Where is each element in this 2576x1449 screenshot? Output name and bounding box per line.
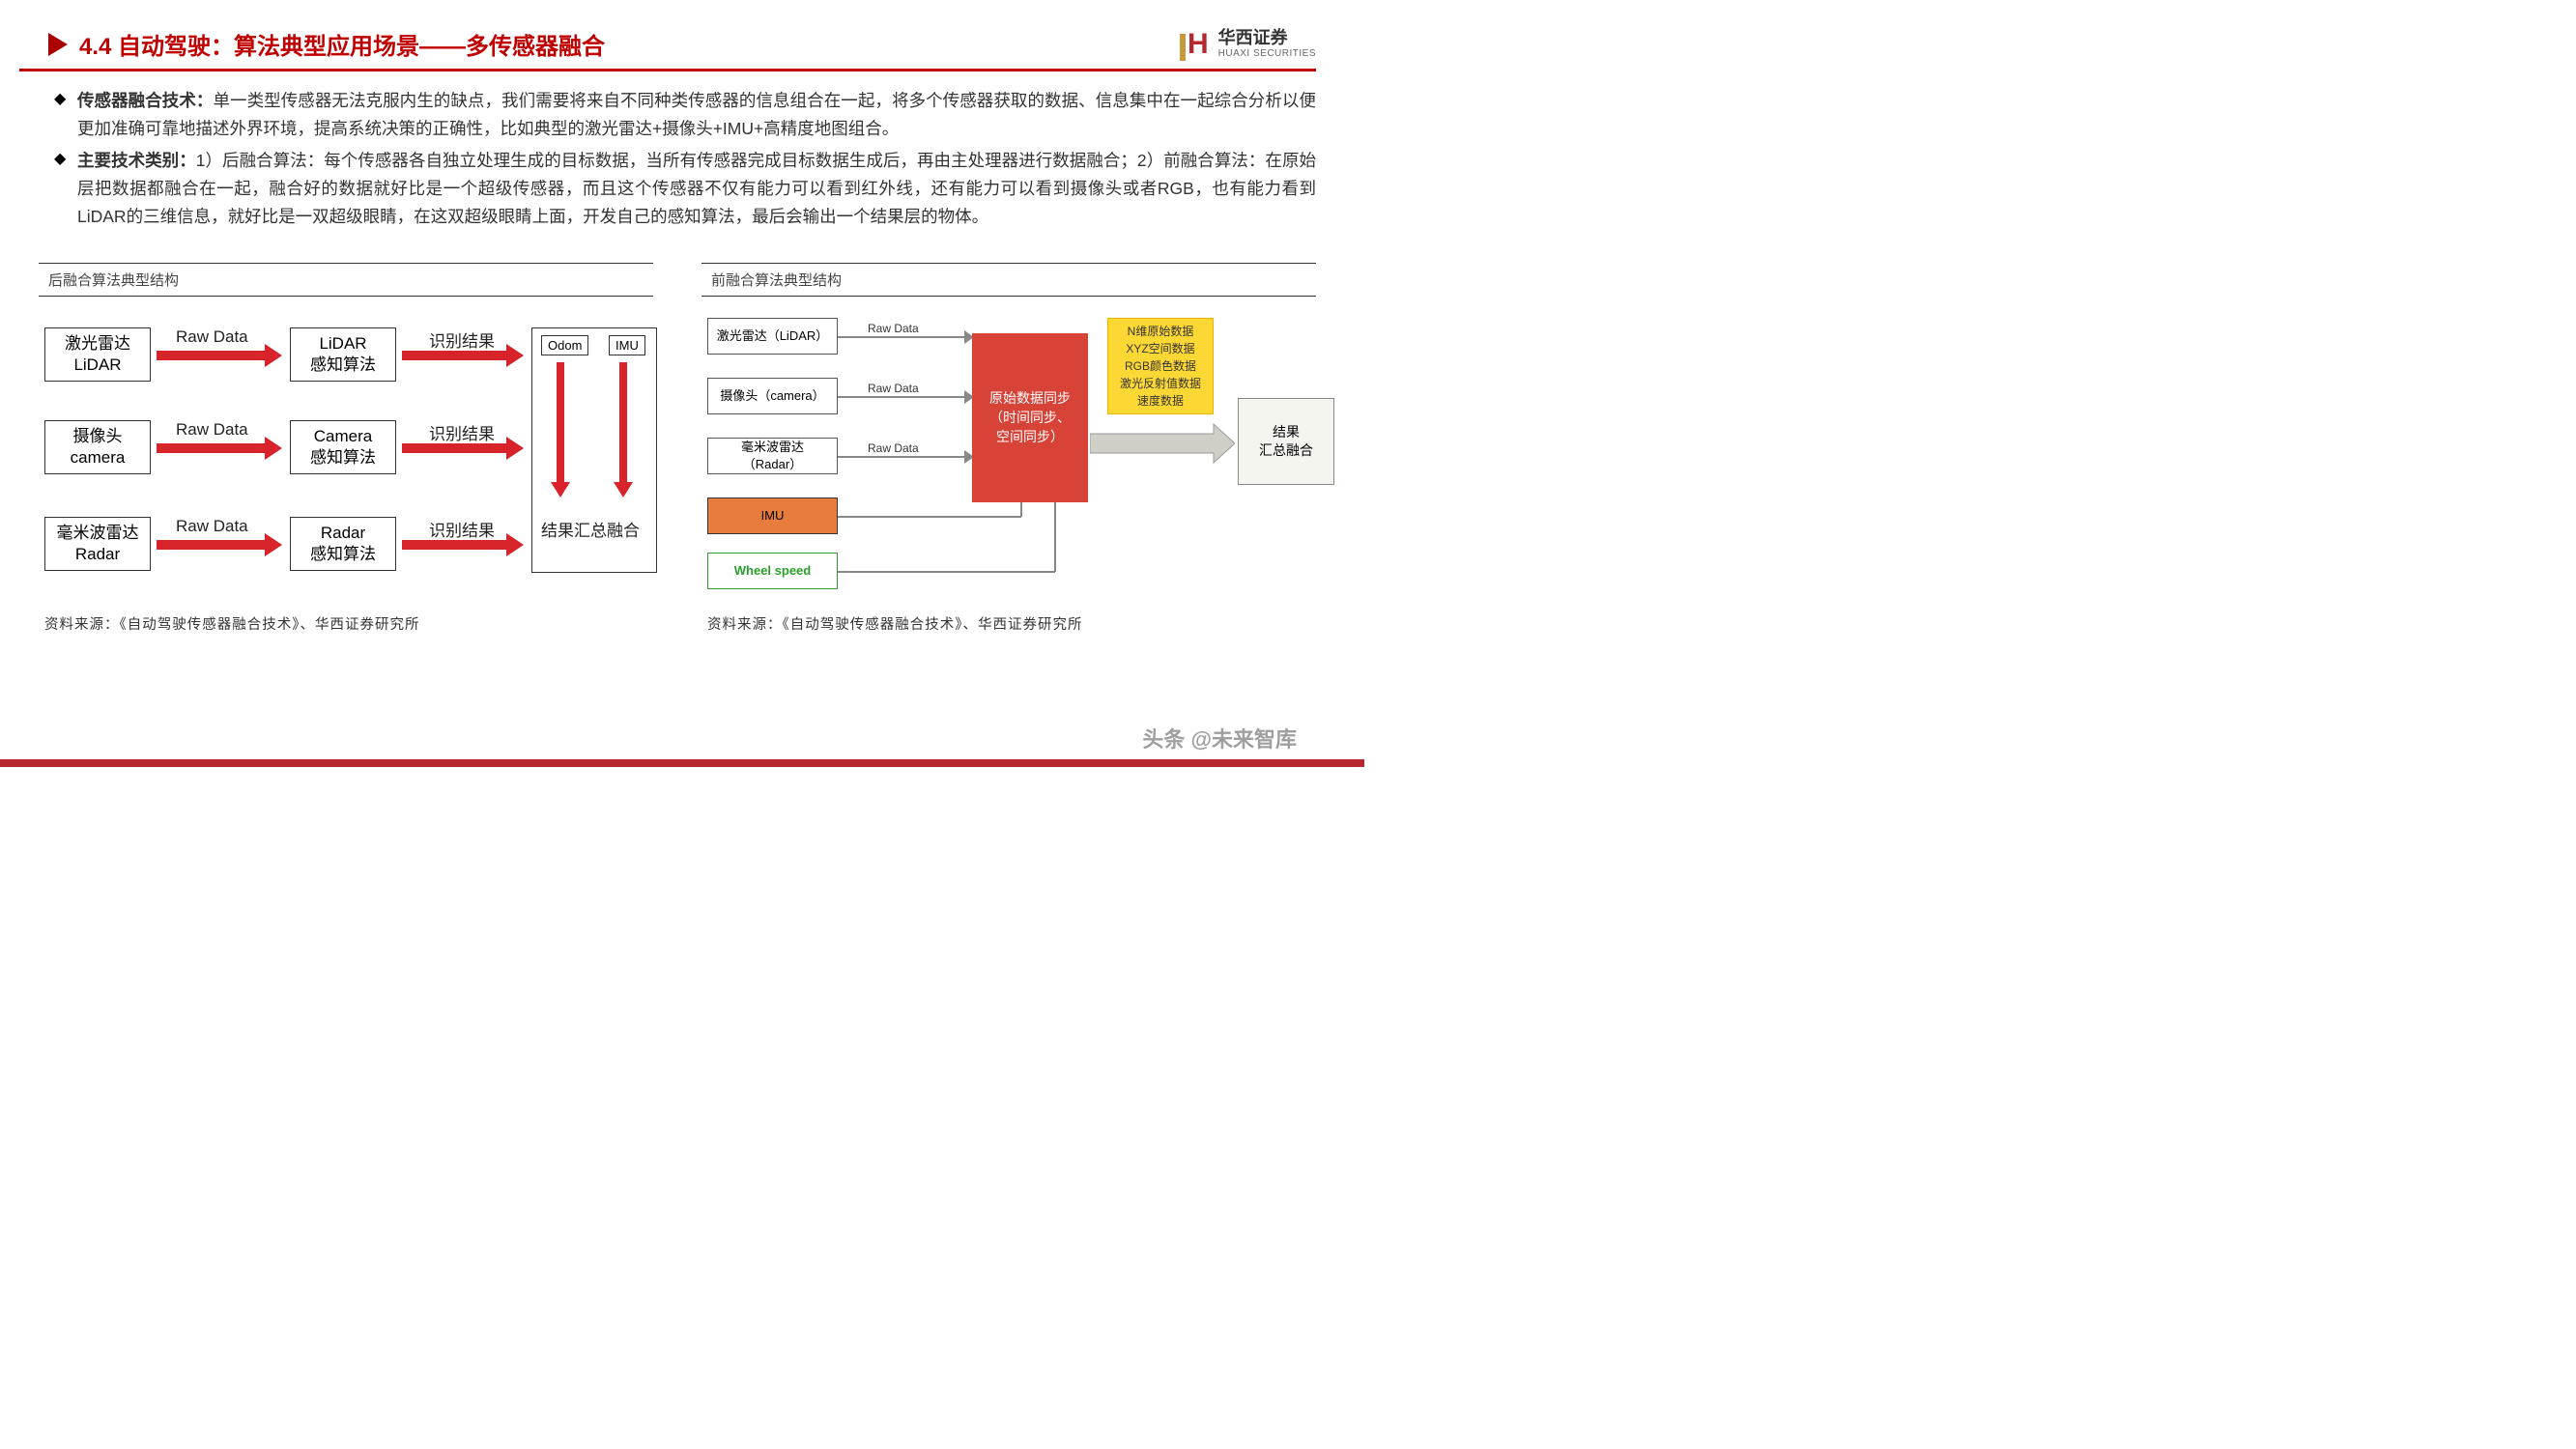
diagram2-source: 资料来源：《自动驾驶传感器融合技术》、华西证券研究所 [701,596,1316,634]
fusion-label: 结果汇总融合 [541,517,640,541]
slide-header: 4.4 自动驾驶：算法典型应用场景——多传感器融合 H 华西证券 HUAXI S… [0,0,1364,69]
diagram1-canvas: 激光雷达LiDAR Raw DataLiDAR感知算法 识别结果摄像头camer… [39,306,653,596]
diagram-pre-fusion: 前融合算法典型结构 激光雷达（LiDAR） Raw Data 摄像头（camera）… [701,263,1316,634]
result-label: 识别结果 [429,327,495,352]
logo-text-cn: 华西证券 [1218,29,1316,48]
raw-data-label: Raw Data [176,327,248,347]
slide-title: 4.4 自动驾驶：算法典型应用场景——多传感器融合 [79,27,605,61]
diamond-icon: ◆ [54,87,77,143]
raw-data-label: Raw Data [868,322,919,335]
connector-line [838,336,971,338]
imu-box: IMU [707,497,838,534]
diagram-row: 后融合算法典型结构 激光雷达LiDAR Raw Data LiDAR感知算法 识别… [0,234,1364,634]
raw-data-label: Raw Data [176,517,248,536]
wheel-speed-box: Wheel speed [707,553,838,589]
title-wrap: 4.4 自动驾驶：算法典型应用场景——多传感器融合 [48,27,605,61]
result-label: 识别结果 [429,517,495,541]
sensor-box: 毫米波雷达（Radar） [707,438,838,474]
algorithm-box: LiDAR感知算法 [290,327,396,382]
arrow-down-icon [551,362,570,502]
footer-bar [0,759,1364,767]
bullet-item: ◆ 主要技术类别：1）后融合算法：每个传感器各自独立处理生成的目标数据，当所有传… [54,147,1316,231]
diamond-icon: ◆ [54,147,77,231]
sensor-box: 激光雷达（LiDAR） [707,318,838,355]
raw-data-label: Raw Data [176,420,248,440]
bullet-text: 传感器融合技术：单一类型传感器无法克服内生的缺点，我们需要将来自不同种类传感器的… [77,87,1316,143]
diagram2-canvas: 激光雷达（LiDAR） Raw Data 摄像头（camera） Raw Data 毫米… [701,306,1316,596]
diagram1-source: 资料来源：《自动驾驶传感器融合技术》、华西证券研究所 [39,596,653,634]
watermark: 头条 @未来智库 [1142,723,1297,753]
result-box: 结果汇总融合 [1238,398,1334,485]
result-label: 识别结果 [429,420,495,444]
title-main: 自动驾驶：算法典型应用场景——多传感器融合 [118,34,605,60]
diagram1-title: 后融合算法典型结构 [39,263,653,297]
bullet-item: ◆ 传感器融合技术：单一类型传感器无法克服内生的缺点，我们需要将来自不同种类传感… [54,87,1316,143]
sensor-box: 摄像头camera [44,420,151,474]
algorithm-box: Radar感知算法 [290,517,396,571]
odom-box: Odom [541,335,588,355]
raw-data-label: Raw Data [868,441,919,455]
big-arrow-icon [1090,420,1235,471]
logo-icon: H [1180,28,1209,61]
sensor-box: 摄像头（camera） [707,378,838,414]
arrow-down-icon [614,362,633,502]
sensor-box: 毫米波雷达Radar [44,517,151,571]
diagram2-title: 前融合算法典型结构 [701,263,1316,297]
connector-line [838,571,1055,573]
diagram-post-fusion: 后融合算法典型结构 激光雷达LiDAR Raw Data LiDAR感知算法 识别… [39,263,653,634]
section-number: 4.4 [79,34,111,60]
logo-text-en: HUAXI SECURITIES [1218,48,1316,59]
connector-line [838,396,971,398]
dimensions-box: N维原始数据XYZ空间数据RGB颜色数据激光反射值数据速度数据 [1107,318,1214,414]
connector-line [1020,502,1022,517]
title-marker-icon [48,33,68,56]
imu-box: IMU [609,335,645,355]
connector-line [838,516,1021,518]
sync-box: 原始数据同步（时间同步、空间同步） [972,333,1088,502]
sensor-box: 激光雷达LiDAR [44,327,151,382]
body-content: ◆ 传感器融合技术：单一类型传感器无法克服内生的缺点，我们需要将来自不同种类传感… [0,71,1364,230]
company-logo: H 华西证券 HUAXI SECURITIES [1180,28,1316,61]
connector-line [838,456,971,458]
bullet-text: 主要技术类别：1）后融合算法：每个传感器各自独立处理生成的目标数据，当所有传感器… [77,147,1316,231]
algorithm-box: Camera感知算法 [290,420,396,474]
connector-line [1054,502,1056,572]
raw-data-label: Raw Data [868,382,919,395]
